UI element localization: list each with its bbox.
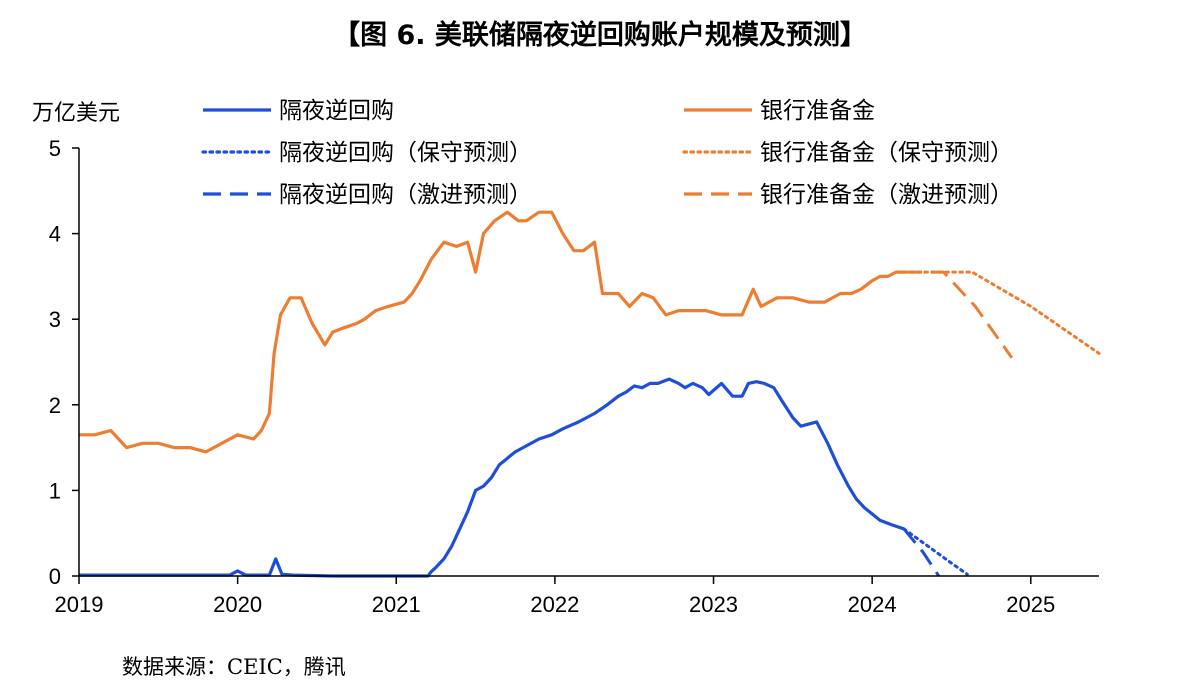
series-line-2	[902, 527, 969, 576]
legend-label-1: 银行准备金	[760, 98, 875, 124]
x-tick-label: 2019	[55, 592, 104, 617]
chart-title: 【图 6. 美联储隔夜逆回购账户规模及预测】	[333, 19, 867, 51]
x-tick-label: 2020	[213, 592, 262, 617]
y-tick-label: 4	[49, 222, 61, 247]
series-line-3	[902, 270, 1101, 355]
y-tick-label: 2	[49, 393, 61, 418]
x-tick-label: 2024	[848, 592, 897, 617]
y-unit-label: 万亿美元	[32, 101, 120, 126]
x-tick-label: 2021	[372, 592, 421, 617]
series-line-0	[79, 377, 905, 578]
series-line-5	[903, 270, 1014, 359]
legend-label-5: 银行准备金（激进预测）	[760, 182, 1013, 208]
x-tick-label: 2023	[689, 592, 738, 617]
y-tick-label: 5	[49, 136, 61, 161]
series-line-1	[79, 210, 904, 454]
y-tick-label: 1	[49, 478, 61, 503]
y-tick-label: 0	[49, 564, 61, 589]
series-line-4	[902, 527, 941, 577]
axes: 0 1 2 3 4 5 2019 2020 2021 2022 2023 2024 2025	[49, 136, 1099, 617]
legend-label-0: 隔夜逆回购	[279, 98, 394, 124]
legend-label-4: 隔夜逆回购（激进预测）	[279, 182, 532, 208]
y-tick-label: 3	[49, 307, 61, 332]
legend-label-2: 隔夜逆回购（保守预测）	[279, 140, 532, 166]
x-tick-label: 2022	[530, 592, 579, 617]
source-note: 数据来源：CEIC，腾讯	[122, 655, 346, 679]
legend-label-3: 银行准备金（保守预测）	[760, 140, 1013, 166]
plot-area	[79, 210, 1101, 578]
x-tick-label: 2025	[1006, 592, 1055, 617]
